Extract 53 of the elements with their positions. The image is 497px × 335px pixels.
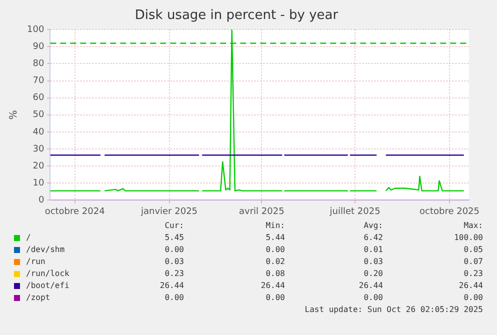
y-tick-label: 70 xyxy=(32,76,44,86)
text: 0.00 xyxy=(264,292,285,304)
y-tick-label: 20 xyxy=(32,161,44,172)
legend-label: /run xyxy=(26,256,46,268)
text: 0.07 xyxy=(462,256,483,268)
y-tick-label: 60 xyxy=(32,93,44,104)
x-tick-label: juillet 2025 xyxy=(328,206,380,217)
legend-label: /zopt xyxy=(26,292,50,304)
text: 100.00 xyxy=(453,232,483,244)
x-tick-label: avril 2025 xyxy=(238,206,284,217)
text: Max: xyxy=(462,220,483,232)
text: 5.45 xyxy=(164,232,184,244)
text: 26.44 xyxy=(260,280,285,292)
text: 0.00 xyxy=(164,244,184,256)
y-tick-label: 10 xyxy=(32,178,44,188)
y-tick-label: 100 xyxy=(26,24,44,35)
y-tick-label: 30 xyxy=(32,144,44,154)
text: 0.03 xyxy=(164,256,184,268)
text: 6.42 xyxy=(362,232,383,244)
text: 0.00 xyxy=(164,292,184,304)
legend-label: / xyxy=(26,232,31,244)
text: 26.44 xyxy=(158,280,184,292)
text: 0.20 xyxy=(362,268,383,280)
y-tick-label: 50 xyxy=(32,110,44,120)
text: 0.05 xyxy=(462,244,483,256)
y-axis-title: % xyxy=(8,110,20,120)
text: 26.44 xyxy=(358,280,383,292)
text: 0.23 xyxy=(164,268,184,280)
text: 0.08 xyxy=(264,268,285,280)
chart-title: Disk usage in percent - by year xyxy=(134,8,339,24)
text: 26.44 xyxy=(458,280,483,292)
x-tick-label: janvier 2025 xyxy=(140,206,198,217)
text: Last update: Sun Oct 26 02:05:29 2025 xyxy=(304,304,483,316)
text: 0.02 xyxy=(264,256,285,268)
text: Avg: xyxy=(362,220,383,232)
text: Min: xyxy=(264,220,285,232)
legend-label: /dev/shm xyxy=(26,244,65,256)
text: 5.44 xyxy=(264,232,285,244)
x-tick-label: octobre 2024 xyxy=(44,206,106,217)
text: 0.01 xyxy=(362,244,383,256)
legend-label: /run/lock xyxy=(26,268,70,280)
text: 0.00 xyxy=(462,292,483,304)
y-tick-label: 90 xyxy=(32,42,44,52)
text: Cur: xyxy=(164,220,184,232)
x-tick-label: octobre 2025 xyxy=(419,206,480,217)
text: 0.00 xyxy=(264,244,285,256)
y-tick-label: 80 xyxy=(32,59,44,70)
y-tick-label: 40 xyxy=(32,127,44,138)
y-tick-label: 0 xyxy=(38,196,44,206)
text: 0.23 xyxy=(462,268,483,280)
text: 0.00 xyxy=(362,292,383,304)
text: 0.03 xyxy=(362,256,383,268)
legend-label: /boot/efi xyxy=(26,280,70,292)
